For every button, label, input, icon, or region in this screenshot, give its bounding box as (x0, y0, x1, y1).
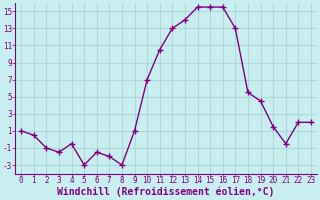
X-axis label: Windchill (Refroidissement éolien,°C): Windchill (Refroidissement éolien,°C) (57, 187, 275, 197)
